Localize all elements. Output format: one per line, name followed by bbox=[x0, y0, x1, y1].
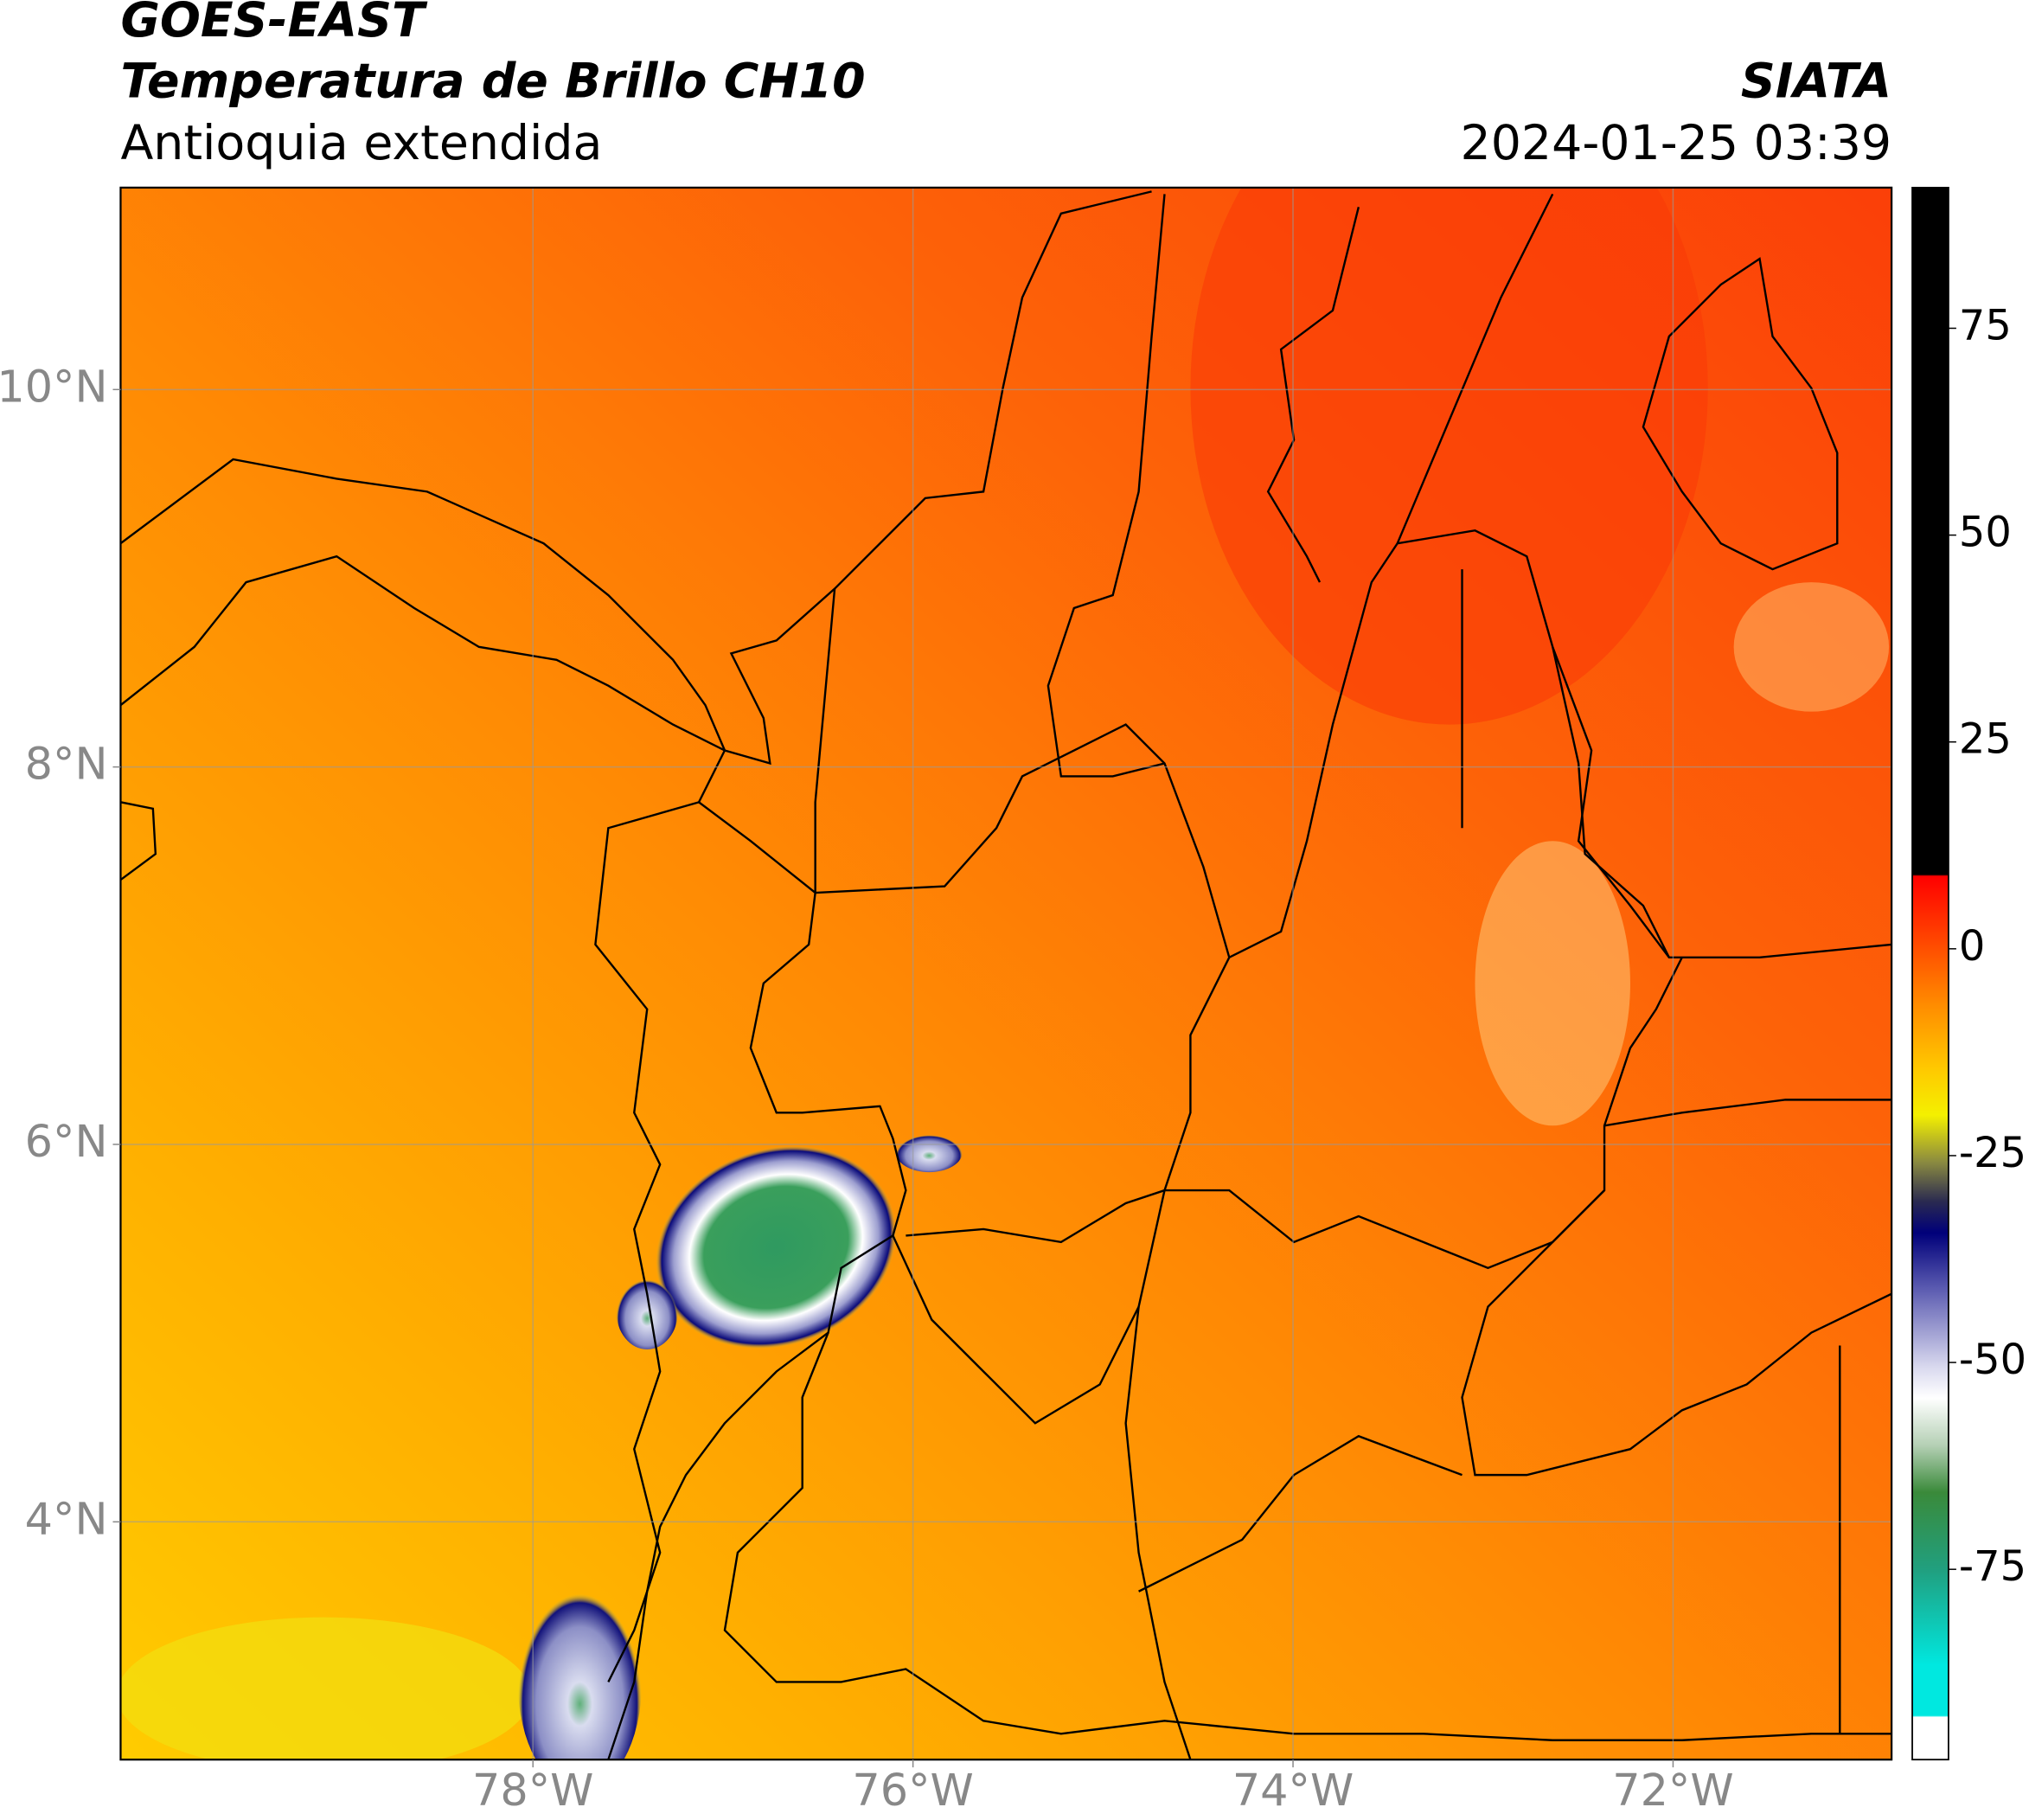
colorbar-label: -75 bbox=[1959, 1543, 2026, 1591]
lat-label: 6°N bbox=[25, 1116, 108, 1167]
lat-label: 10°N bbox=[0, 361, 107, 412]
source: SIATA bbox=[1741, 54, 1891, 109]
map bbox=[120, 187, 1892, 1760]
colorbar-label: -25 bbox=[1959, 1130, 2026, 1177]
graticule bbox=[120, 187, 1892, 1760]
cloud-top bbox=[895, 1131, 963, 1173]
cloud-top bbox=[517, 1572, 643, 1760]
subtitle: Temperatura de Brillo CH10 bbox=[120, 54, 865, 109]
lon-label: 72°W bbox=[1612, 1765, 1733, 1816]
lon-label: 76°W bbox=[852, 1765, 973, 1816]
cool-area bbox=[120, 1617, 531, 1760]
lon-label: 74°W bbox=[1232, 1765, 1354, 1816]
colorbar-label: -50 bbox=[1959, 1336, 2026, 1384]
region: Antioquia extendida bbox=[120, 116, 602, 171]
lon-label: 78°W bbox=[472, 1765, 593, 1816]
title: GOES-EAST bbox=[120, 0, 428, 48]
colorbar-label: 25 bbox=[1959, 716, 2012, 764]
colorbar-label: 50 bbox=[1959, 509, 2012, 557]
lat-label: 8°N bbox=[25, 739, 108, 790]
cloud-top bbox=[616, 1272, 679, 1350]
warm-area bbox=[1190, 187, 1708, 725]
highland bbox=[1475, 841, 1630, 1126]
lat-label: 4°N bbox=[25, 1493, 108, 1544]
boundaries bbox=[120, 190, 1892, 1760]
colorbar bbox=[1911, 186, 1949, 1761]
highland bbox=[1733, 582, 1890, 712]
colorbar-label: 0 bbox=[1959, 923, 1985, 971]
map-frame bbox=[119, 186, 1893, 1761]
colorbar-label: 75 bbox=[1959, 302, 2012, 349]
timestamp: 2024-01-25 03:39 bbox=[1461, 116, 1892, 171]
